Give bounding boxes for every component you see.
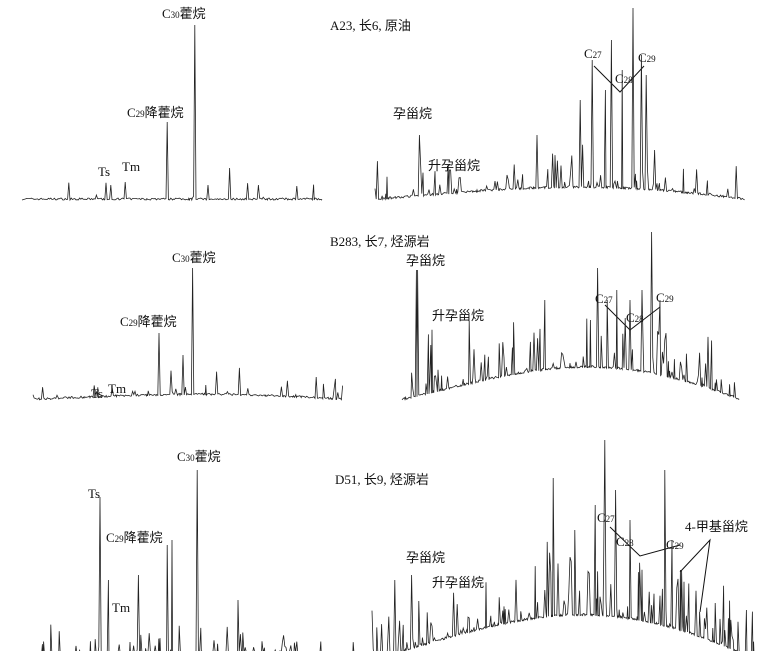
chromatogram [371,439,755,651]
peak-label: Ts [98,164,110,179]
label-part: C [656,290,665,305]
peak-label: C29降藿烷 [120,314,177,329]
label-part: C [597,510,606,525]
label-part: 孕甾烷 [406,550,445,565]
annotation-line [593,65,645,93]
label-part: C [127,105,136,120]
label-part: 30 [186,453,196,463]
label-part: C [616,534,625,549]
label-part: 29 [129,318,139,328]
label-part: 降藿烷 [145,105,184,120]
annotation-line [604,304,661,331]
annotation-line [609,526,681,557]
label-part: Ts [98,164,110,179]
label-part: Tm [108,381,126,396]
peak-label: 升孕甾烷 [432,575,484,590]
label-part: 28 [624,75,634,85]
panel-title: D51, 长9, 烃源岩 [335,472,429,487]
peak-label: C28 [616,534,634,549]
label-part: C [638,50,647,65]
peak-label: C28 [626,310,644,325]
peak-label: Tm [112,600,130,615]
peak-label: C27 [584,46,602,61]
label-part: Tm [112,600,130,615]
peak-label: Tm [108,381,126,396]
label-part: 29 [665,294,675,304]
label-part: 降藿烷 [138,314,177,329]
peak-label: Ts [88,486,100,501]
label-part: 升孕甾烷 [432,308,484,323]
label-part: 藿烷 [190,250,216,265]
label-part: 29 [115,534,125,544]
label-part: 28 [635,314,645,324]
label-part: C [666,537,675,552]
label-part: 升孕甾烷 [432,575,484,590]
peak-label: C27 [597,510,615,525]
peak-label: 孕甾烷 [393,106,432,121]
label-part: C [172,250,181,265]
peak-label: C30藿烷 [177,449,221,464]
label-part: 升孕甾烷 [428,158,480,173]
label-part: 孕甾烷 [406,253,445,268]
label-part: 4-甲基甾烷 [685,519,748,534]
peak-label: C29 [666,537,684,552]
label-part: C [615,71,624,86]
peak-label: 升孕甾烷 [432,308,484,323]
label-part: 27 [606,514,616,524]
label-part: 30 [171,10,181,20]
annotation-line [679,538,711,613]
peak-label: C27 [595,291,613,306]
label-part: C [595,291,604,306]
peak-label: C29 [638,50,656,65]
panel-title: A23, 长6, 原油 [330,18,411,33]
label-part: 藿烷 [180,6,206,21]
peak-label: 孕甾烷 [406,550,445,565]
peak-label: C28 [615,71,633,86]
peak-label: C30藿烷 [172,250,216,265]
peak-label: Ts [91,386,103,401]
peak-label: C29降藿烷 [127,105,184,120]
label-part: 27 [604,295,614,305]
label-part: Ts [88,486,100,501]
peak-label: Tm [122,159,140,174]
peak-label: 升孕甾烷 [428,158,480,173]
label-part: 孕甾烷 [393,106,432,121]
chromatogram [32,267,343,401]
label-part: C [162,6,171,21]
label-part: 30 [181,254,191,264]
label-part: C [626,310,635,325]
label-part: C [177,449,186,464]
label-part: Tm [122,159,140,174]
label-part: C [120,314,129,329]
label-part: 29 [647,54,657,64]
label-part: 降藿烷 [124,530,163,545]
panel-title: B283, 长7, 烃源岩 [330,234,430,249]
label-part: C [584,46,593,61]
peak-label: 4-甲基甾烷 [685,519,748,534]
peak-label: C30藿烷 [162,6,206,21]
label-part: 28 [625,538,635,548]
chromatogram [21,24,323,202]
peak-label: C29 [656,290,674,305]
chromatogram [374,7,745,201]
chromatogram [401,231,740,401]
label-part: Ts [91,386,103,401]
label-part: 29 [675,541,685,551]
label-part: 27 [593,50,603,60]
peak-label: C29降藿烷 [106,530,163,545]
label-part: 藿烷 [195,449,221,464]
label-part: 29 [136,109,146,119]
label-part: C [106,530,115,545]
peak-label: 孕甾烷 [406,253,445,268]
